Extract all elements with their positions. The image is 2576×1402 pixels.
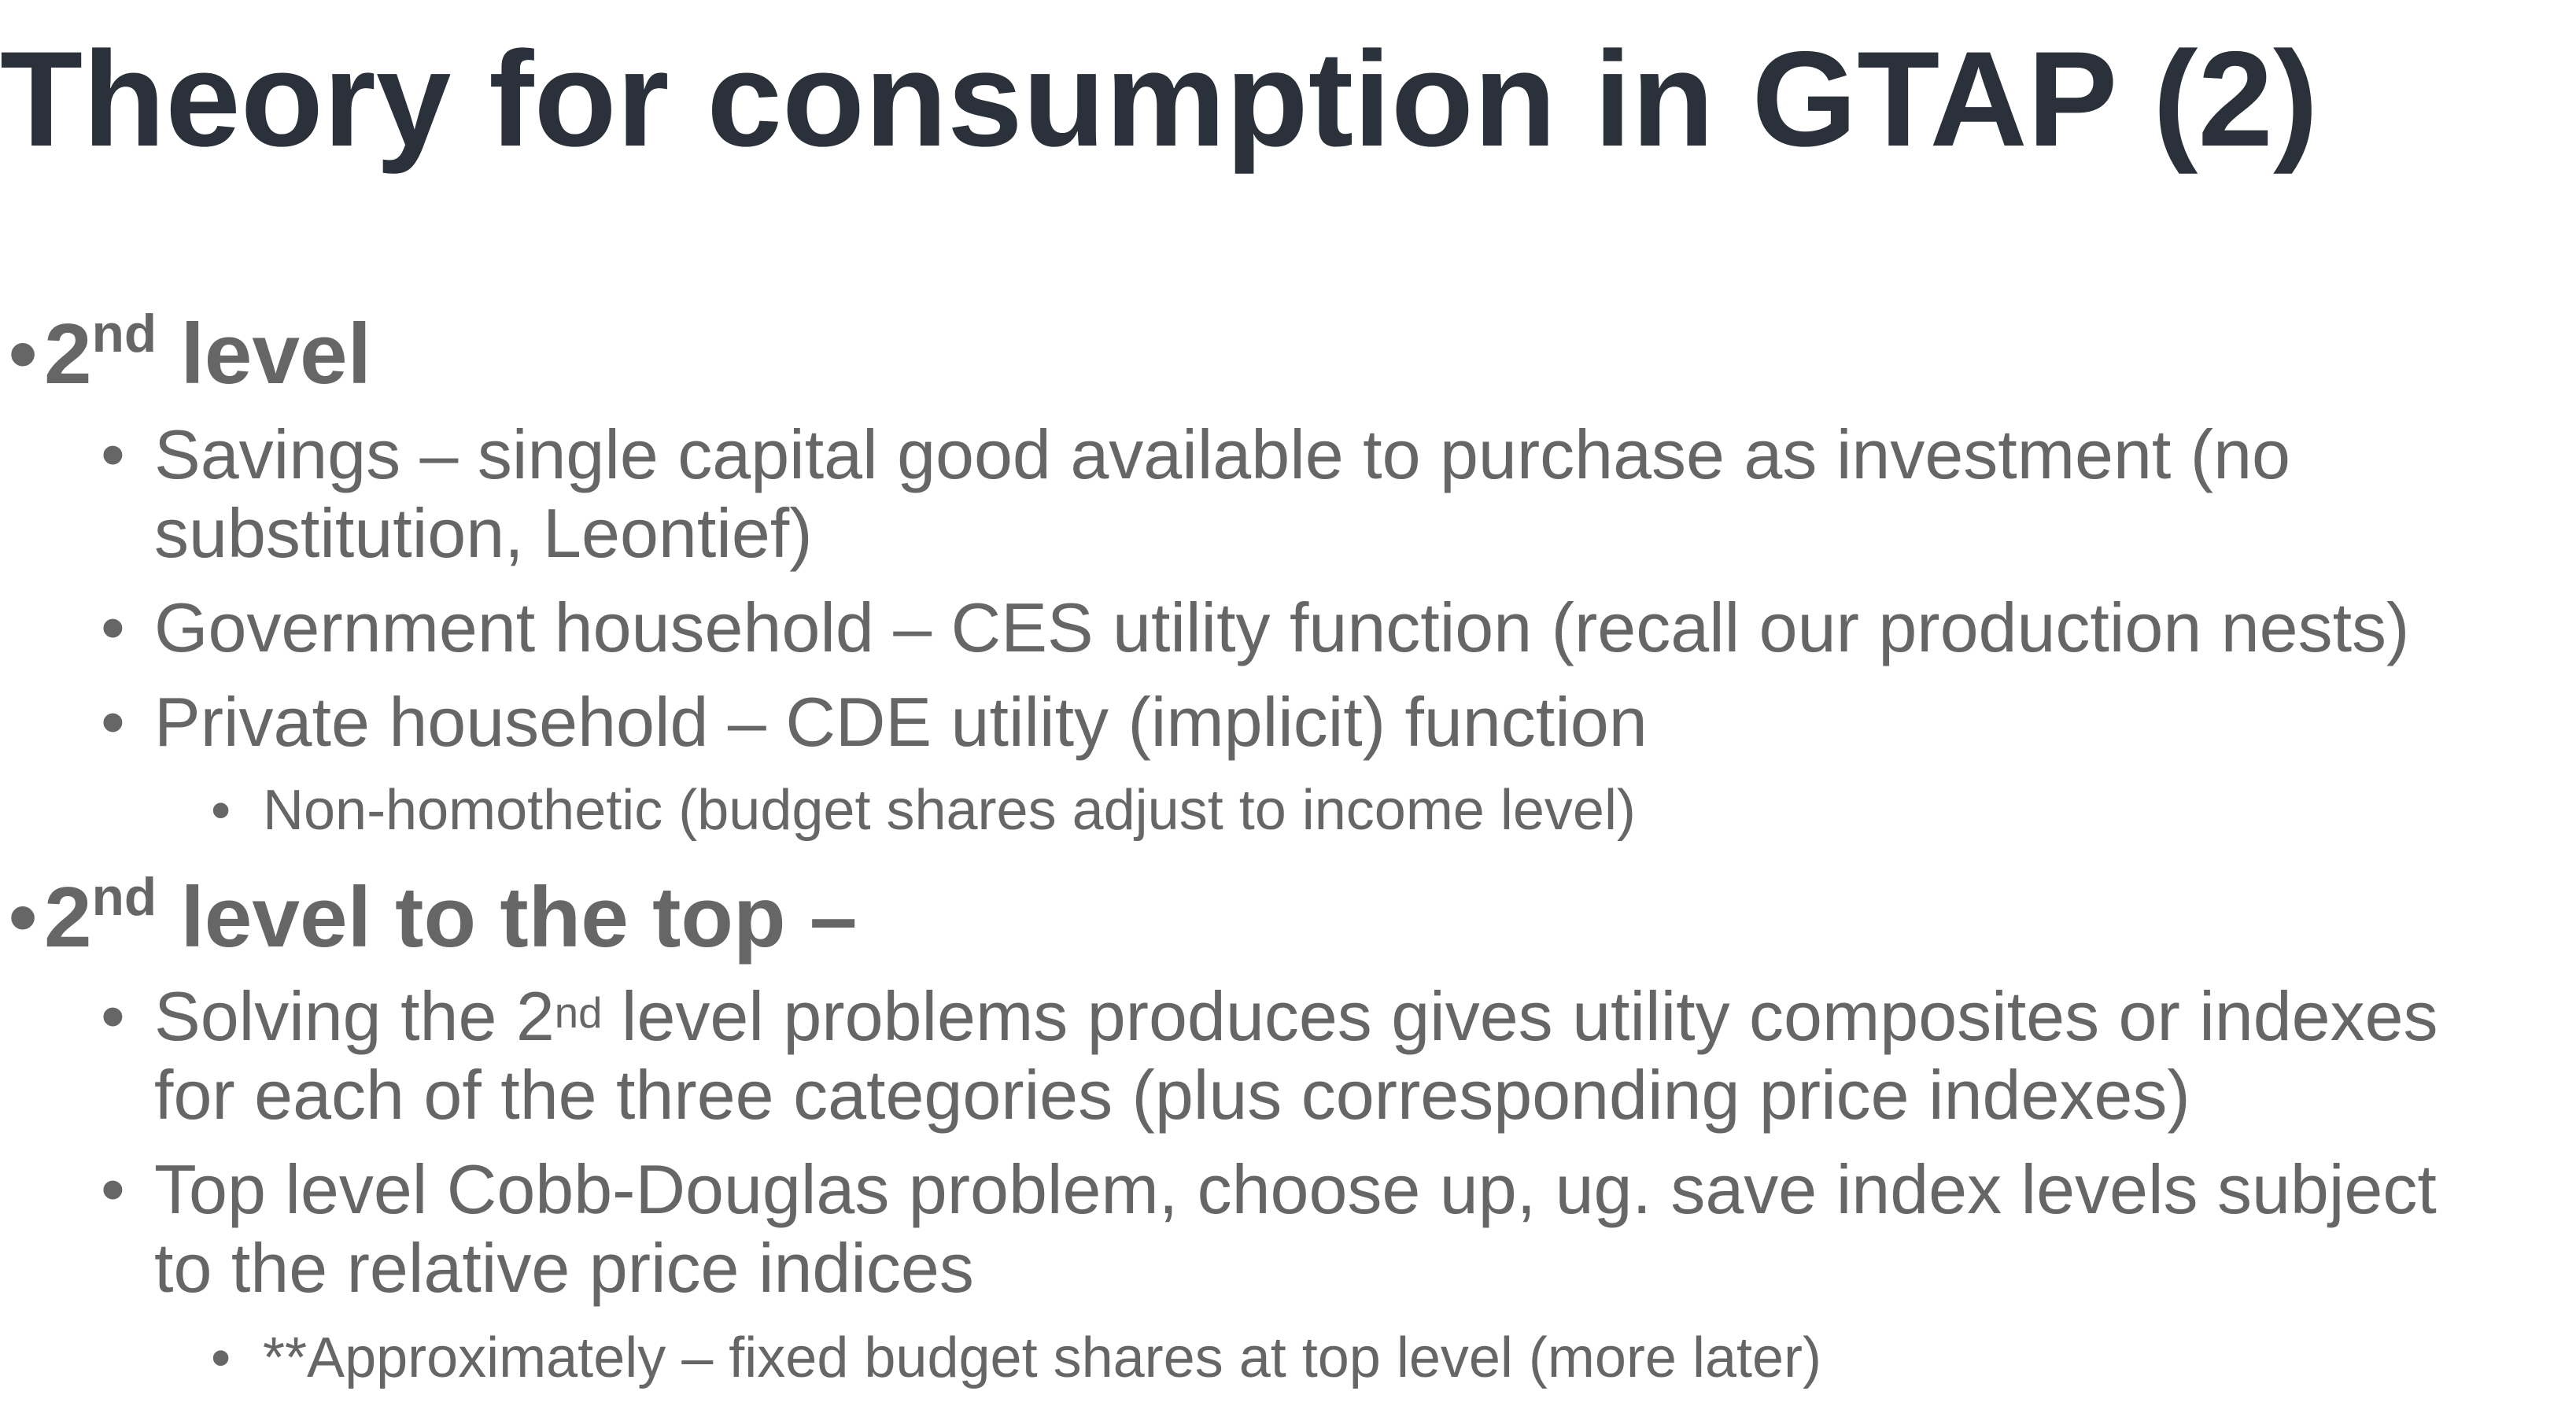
bullet-glyph: •	[8, 869, 39, 965]
list-item-text-rest: level problems produces gives utility co…	[602, 977, 2438, 1055]
list-item-line: substitution, Leontief)	[154, 494, 813, 572]
list-item-top-level-cobb-douglas: • Top level Cobb-Douglas problem, choose…	[101, 1150, 2437, 1308]
list-item-line: Savings – single capital good available …	[154, 415, 2290, 493]
bullet-glyph: •	[211, 1326, 231, 1389]
list-item-line: Government household – CES utility funct…	[154, 588, 2410, 666]
list-item-savings: • Savings – single capital good availabl…	[101, 415, 2290, 573]
heading-text: 2	[44, 869, 92, 965]
list-item-government-household: • Government household – CES utility fun…	[101, 588, 2410, 667]
sub-item-text: Non-homothetic (budget shares adjust to …	[263, 779, 1636, 842]
heading-text-rest: level to the top –	[157, 869, 858, 965]
list-item-line: Solving the 2nd level problems produces …	[154, 977, 2438, 1056]
bullet-glyph: •	[101, 588, 125, 666]
slide-title: Theory for consumption in GTAP (2)	[0, 24, 2319, 175]
sub-item-approximately: • **Approximately – fixed budget shares …	[211, 1330, 1821, 1386]
list-item-line: to the relative price indices	[154, 1229, 974, 1307]
sub-item-non-homothetic: • Non-homothetic (budget shares adjust t…	[211, 779, 1636, 842]
section-heading-second-level-to-top: • 2nd level to the top –	[8, 870, 858, 961]
heading-text-rest: level	[157, 306, 371, 402]
sub-item-text: **Approximately – fixed budget shares at…	[263, 1326, 1821, 1389]
heading-text: 2	[44, 306, 92, 402]
list-item-solving-second-level: • Solving the 2nd level problems produce…	[101, 977, 2438, 1135]
heading-superscript: nd	[91, 304, 157, 363]
bullet-glyph: •	[211, 779, 231, 842]
list-item-text: Solving the 2	[154, 977, 555, 1055]
heading-superscript: nd	[91, 867, 157, 927]
list-item-superscript: nd	[554, 988, 603, 1037]
list-item-line: for each of the three categories (plus c…	[154, 1056, 2190, 1134]
section-heading-second-level: • 2nd level	[8, 307, 371, 397]
list-item-private-household: • Private household – CDE utility (impli…	[101, 683, 1648, 762]
bullet-glyph: •	[101, 977, 125, 1055]
list-item-line: Private household – CDE utility (implici…	[154, 683, 1648, 761]
bullet-glyph: •	[101, 683, 125, 761]
bullet-glyph: •	[101, 1150, 125, 1228]
bullet-glyph: •	[8, 306, 39, 402]
bullet-glyph: •	[101, 415, 125, 493]
list-item-line: Top level Cobb-Douglas problem, choose u…	[154, 1150, 2437, 1228]
